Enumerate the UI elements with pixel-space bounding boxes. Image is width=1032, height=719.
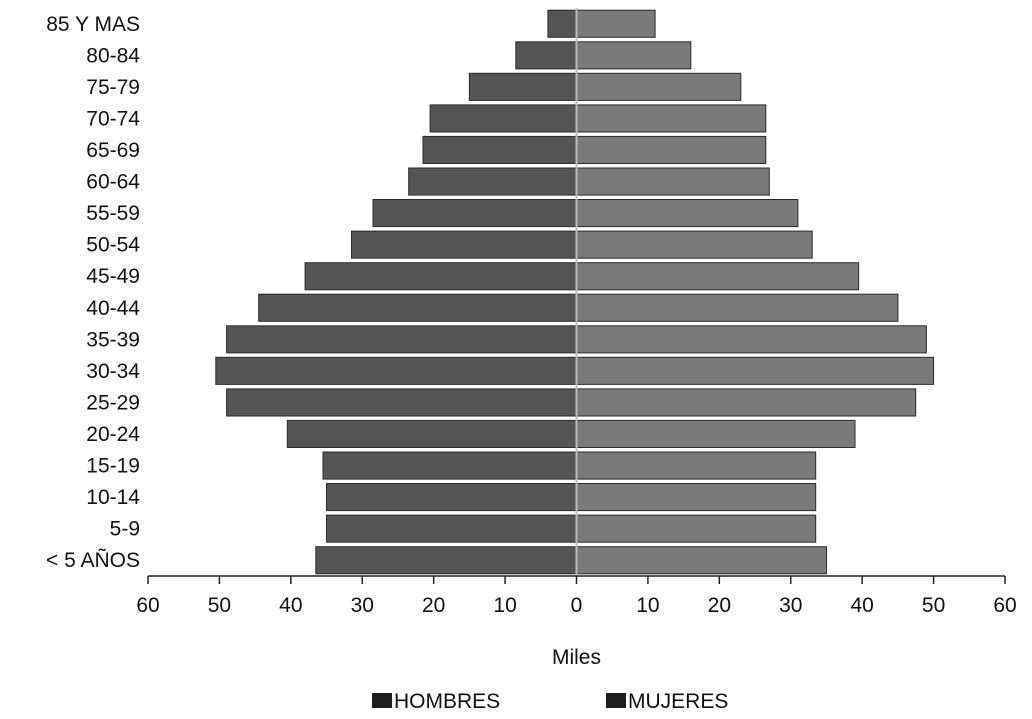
bar-hombres-9 [304, 262, 577, 291]
bar-mujeres-16 [576, 41, 692, 70]
bar-mujeres-12 [576, 167, 770, 196]
bar-hombres-10 [351, 230, 577, 259]
legend-label-mujeres: MUJERES [628, 690, 728, 713]
bar-hombres-12 [408, 167, 578, 196]
x-tick-label-5: 10 [493, 594, 516, 617]
x-tick-label-6: 0 [571, 594, 583, 617]
bar-mujeres-4 [576, 419, 856, 448]
bar-mujeres-7 [576, 325, 927, 354]
category-label-4: 20-24 [86, 423, 140, 446]
legend: HOMBRES MUJERES [372, 690, 728, 713]
bar-hombres-13 [422, 135, 577, 164]
category-label-11: 55-59 [86, 202, 140, 225]
bar-hombres-6 [215, 356, 578, 385]
category-label-2: 10-14 [86, 486, 140, 509]
bar-hombres-8 [258, 293, 577, 322]
category-label-14: 70-74 [86, 107, 140, 130]
category-label-7: 35-39 [86, 328, 140, 351]
x-tick-label-0: 60 [136, 594, 159, 617]
bar-mujeres-13 [576, 135, 767, 164]
bar-hombres-0 [315, 546, 577, 575]
category-label-12: 60-64 [86, 171, 140, 194]
x-axis-ticks: 60 50 40 30 20 10 0 10 20 30 40 50 60 [136, 576, 1017, 617]
x-tick-label-10: 40 [850, 594, 873, 617]
bars-layer [215, 9, 935, 575]
bar-mujeres-2 [576, 483, 817, 512]
category-label-3: 15-19 [86, 455, 140, 478]
bar-mujeres-10 [576, 230, 813, 259]
bar-mujeres-3 [576, 451, 817, 480]
bar-mujeres-0 [576, 546, 827, 575]
category-label-8: 40-44 [86, 297, 140, 320]
bar-mujeres-14 [576, 104, 767, 133]
legend-swatch-mujeres [606, 693, 626, 708]
x-tick-label-4: 20 [422, 594, 445, 617]
bar-hombres-17 [547, 9, 578, 38]
bar-mujeres-5 [576, 388, 917, 417]
x-tick-label-1: 50 [208, 594, 231, 617]
category-label-16: 80-84 [86, 44, 140, 67]
category-label-13: 65-69 [86, 139, 140, 162]
bar-hombres-3 [322, 451, 577, 480]
category-label-17: 85 Y MAS [46, 13, 140, 36]
x-tick-label-3: 30 [351, 594, 374, 617]
bar-mujeres-17 [576, 9, 656, 38]
legend-swatch-hombres [372, 693, 392, 708]
x-tick-label-9: 30 [779, 594, 802, 617]
x-tick-label-7: 10 [636, 594, 659, 617]
category-label-9: 45-49 [86, 265, 140, 288]
bar-hombres-1 [326, 514, 577, 543]
category-label-5: 25-29 [86, 391, 140, 414]
bar-hombres-14 [429, 104, 577, 133]
bar-mujeres-11 [576, 199, 799, 228]
x-tick-label-8: 20 [708, 594, 731, 617]
bar-hombres-7 [226, 325, 577, 354]
category-label-0: < 5 AÑOS [46, 548, 140, 572]
bar-hombres-16 [515, 41, 577, 70]
bar-mujeres-9 [576, 262, 860, 291]
x-tick-label-12: 60 [993, 594, 1016, 617]
x-tick-label-11: 50 [922, 594, 945, 617]
category-label-15: 75-79 [86, 76, 140, 99]
category-label-10: 50-54 [86, 234, 140, 257]
bar-hombres-11 [372, 199, 577, 228]
bar-hombres-5 [226, 388, 577, 417]
category-label-1: 5-9 [110, 518, 140, 541]
bar-mujeres-1 [576, 514, 817, 543]
bar-mujeres-8 [576, 293, 899, 322]
x-axis-title: Miles [552, 646, 601, 669]
category-labels: < 5 AÑOS 5-9 10-14 15-19 20-24 25-29 30-34 35-3… [46, 13, 140, 572]
bar-hombres-2 [326, 483, 577, 512]
bar-mujeres-6 [576, 356, 935, 385]
x-tick-label-2: 40 [279, 594, 302, 617]
bar-mujeres-15 [576, 72, 742, 101]
bar-hombres-15 [468, 72, 577, 101]
bar-hombres-4 [286, 419, 577, 448]
category-label-6: 30-34 [86, 360, 140, 383]
legend-label-hombres: HOMBRES [394, 690, 500, 713]
